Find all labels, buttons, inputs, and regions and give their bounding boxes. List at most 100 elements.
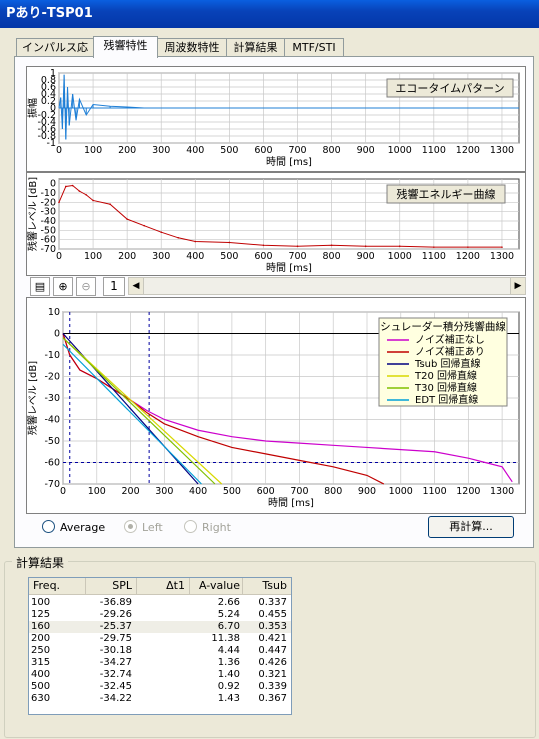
y-tick-label: 0.2 bbox=[41, 96, 56, 107]
x-tick-label: 1200 bbox=[456, 486, 480, 497]
x-tick-label: 400 bbox=[186, 251, 204, 262]
x-tick-label: 500 bbox=[220, 251, 238, 262]
scroll-left-icon[interactable]: ◀ bbox=[129, 278, 144, 294]
table-row[interactable]: 160 -25.37 6.70 0.353 bbox=[29, 621, 291, 633]
echo-time-pattern-graph: 0 100 200 300 400 500 600 700 800 900 1000 1100 1200… bbox=[26, 66, 526, 172]
y-tick-label: 0 bbox=[54, 329, 60, 340]
x-tick-label: 600 bbox=[254, 145, 272, 156]
data-point bbox=[85, 194, 88, 196]
cell-freq: 100 bbox=[31, 597, 51, 608]
table-row[interactable]: 630 -34.22 1.43 0.367 bbox=[29, 693, 291, 705]
table-row[interactable]: 200 -29.75 11.38 0.421 bbox=[29, 633, 291, 645]
tab-calc-results[interactable]: 計算結果 bbox=[226, 38, 285, 57]
cell-freq: 160 bbox=[31, 621, 51, 632]
data-point bbox=[71, 184, 74, 187]
y-tick-label: 0.6 bbox=[41, 82, 56, 93]
data-point bbox=[160, 231, 163, 233]
x-tick-label: 1000 bbox=[388, 251, 412, 262]
y-tick-label: -50 bbox=[44, 436, 60, 447]
x-tick-label: 100 bbox=[84, 251, 102, 262]
tab-mtf-sti[interactable]: MTF/STI bbox=[284, 38, 344, 57]
cell-spl: -29.26 bbox=[99, 609, 132, 620]
cell-spl: -34.22 bbox=[99, 693, 132, 704]
fit-view-icon[interactable]: ▤ bbox=[30, 277, 50, 296]
legend-label: エコータイムパターン bbox=[395, 82, 504, 95]
x-tick-label: 700 bbox=[288, 251, 306, 262]
legend-title: シュレーダー積分残響曲線 bbox=[380, 320, 506, 333]
x-tick-label: 600 bbox=[254, 251, 272, 262]
y-tick-label: 0.8 bbox=[41, 75, 56, 86]
cell-freq: 630 bbox=[31, 693, 51, 704]
tab-frequency[interactable]: 周波数特性 bbox=[157, 38, 227, 57]
tab-impulse-response[interactable]: インパルス応答 bbox=[16, 38, 94, 72]
cell-a: 11.38 bbox=[211, 633, 240, 644]
cell-spl: -32.74 bbox=[99, 669, 132, 680]
data-point bbox=[65, 185, 67, 188]
table-row[interactable]: 315 -34.27 1.36 0.426 bbox=[29, 657, 291, 669]
x-tick-label: 1300 bbox=[490, 486, 514, 497]
data-point bbox=[194, 240, 197, 243]
recalculate-button[interactable]: 再計算... bbox=[428, 516, 514, 538]
zoom-out-icon[interactable]: ⊖ bbox=[76, 277, 96, 296]
col-dt1[interactable]: Δt1 bbox=[137, 578, 190, 595]
scroll-right-icon[interactable]: ▶ bbox=[510, 278, 525, 294]
y-tick-label: -20 bbox=[40, 197, 56, 208]
x-tick-label: 200 bbox=[121, 486, 139, 497]
x-axis-label: 時間 [ms] bbox=[268, 497, 314, 509]
cell-a: 1.36 bbox=[217, 657, 240, 668]
cell-freq: 250 bbox=[31, 645, 51, 656]
x-tick-label: 300 bbox=[152, 145, 170, 156]
legend-box bbox=[386, 184, 506, 204]
x-tick-label: 500 bbox=[220, 145, 238, 156]
y-tick-label: -20 bbox=[44, 372, 60, 383]
col-freq[interactable]: Freq. bbox=[29, 578, 86, 595]
y-tick-label: -0.8 bbox=[37, 131, 56, 142]
schroeder-decay-graph: 0 100 200 300 400 500 600 700 800 900 1000 1100 1200… bbox=[26, 297, 526, 514]
legend-label: 残響エネルギー曲線 bbox=[397, 187, 496, 201]
col-a-value[interactable]: A-value bbox=[190, 578, 243, 595]
table-row[interactable]: 250 -30.18 4.44 0.447 bbox=[29, 645, 291, 657]
x-tick-label: 100 bbox=[88, 486, 106, 497]
col-spl[interactable]: SPL bbox=[86, 578, 137, 595]
left-radio[interactable]: Left bbox=[124, 520, 163, 534]
energy-decay-graph: 0 100 200 300 400 500 600 700 800 900 1000 1100 1200… bbox=[26, 172, 526, 276]
y-axis-label: 残響レベル [dB] bbox=[27, 361, 39, 435]
cell-spl: -30.18 bbox=[99, 645, 132, 656]
table-row[interactable]: 400 -32.74 1.40 0.321 bbox=[29, 669, 291, 681]
legend-entry: ノイズ補正あり bbox=[415, 345, 485, 358]
x-tick-label: 100 bbox=[84, 145, 102, 156]
cell-spl: -25.37 bbox=[99, 621, 132, 632]
zoom-in-icon[interactable]: ⊕ bbox=[53, 277, 73, 296]
y-tick-label: -0.4 bbox=[37, 117, 56, 128]
col-tsub[interactable]: Tsub bbox=[243, 578, 291, 595]
data-point bbox=[58, 201, 60, 204]
y-tick-label: 0 bbox=[50, 103, 56, 114]
data-point bbox=[126, 218, 128, 220]
tab-reverberation[interactable]: 残響特性 bbox=[93, 36, 158, 58]
x-tick-label: 900 bbox=[357, 251, 375, 262]
series-line-4 bbox=[62, 337, 223, 485]
page-number-field[interactable]: 1 bbox=[103, 277, 125, 296]
y-tick-label: -10 bbox=[44, 350, 60, 361]
x-tick-label: 1200 bbox=[456, 145, 480, 156]
cell-freq: 400 bbox=[31, 669, 51, 680]
x-tick-label: 400 bbox=[186, 145, 204, 156]
data-point bbox=[78, 190, 81, 192]
table-row[interactable]: 500 -32.45 0.92 0.339 bbox=[29, 681, 291, 693]
cell-a: 1.40 bbox=[217, 669, 240, 680]
horizontal-scrollbar[interactable]: ◀ ▶ bbox=[128, 277, 526, 295]
average-radio[interactable]: Average bbox=[42, 520, 105, 534]
right-radio[interactable]: Right bbox=[184, 520, 231, 534]
x-tick-label: 200 bbox=[118, 145, 136, 156]
y-tick-label: -0.2 bbox=[37, 110, 56, 121]
x-tick-label: 1100 bbox=[422, 145, 446, 156]
x-axis-label: 時間 [ms] bbox=[266, 156, 312, 168]
y-tick-label: 0.4 bbox=[41, 89, 56, 100]
table-row[interactable]: 100 -36.89 2.66 0.337 bbox=[29, 597, 291, 609]
results-table[interactable]: Freq. SPL Δt1 A-value Tsub 100 -36.89 2.66… bbox=[28, 577, 292, 715]
y-tick-label: -60 bbox=[40, 235, 56, 246]
x-tick-label: 0 bbox=[56, 145, 62, 156]
cell-freq: 200 bbox=[31, 633, 51, 644]
results-group-title: 計算結果 bbox=[12, 554, 69, 571]
table-row[interactable]: 125 -29.26 5.24 0.455 bbox=[29, 609, 291, 621]
